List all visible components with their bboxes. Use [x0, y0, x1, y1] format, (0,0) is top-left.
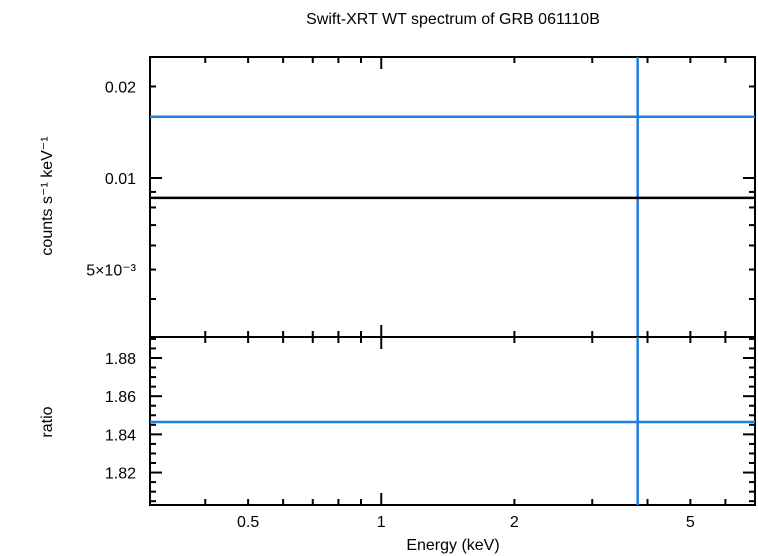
spectrum-y-tick-label: 5×10⁻³ — [86, 263, 136, 280]
ratio-panel: 1.88 1.86 1.84 1.82 0.5 1 2 5 — [105, 336, 756, 531]
ratio-y-tick-label: 1.86 — [105, 389, 136, 406]
ratio-x-tick-label: 0.5 — [237, 514, 259, 531]
chart-title: Swift-XRT WT spectrum of GRB 061110B — [306, 11, 600, 28]
ratio-y-axis-label: ratio — [39, 406, 56, 437]
spectrum-y-tick-label: 0.01 — [105, 171, 136, 188]
spectrum-y-tick-label: 0.02 — [105, 79, 136, 96]
ratio-y-tick-label: 1.88 — [105, 351, 136, 368]
spectrum-y-axis-label: counts s⁻¹ keV⁻¹ — [39, 136, 56, 255]
ratio-y-tick-label: 1.82 — [105, 466, 136, 483]
spectrum-panel: 0.02 0.01 5×10⁻³ — [86, 56, 756, 338]
ratio-x-tick-label: 1 — [377, 514, 386, 531]
ratio-y-tick-label: 1.84 — [105, 427, 136, 444]
x-axis-label: Energy (keV) — [406, 537, 499, 554]
ratio-x-tick-label: 5 — [686, 514, 695, 531]
ratio-x-tick-label: 2 — [510, 514, 519, 531]
